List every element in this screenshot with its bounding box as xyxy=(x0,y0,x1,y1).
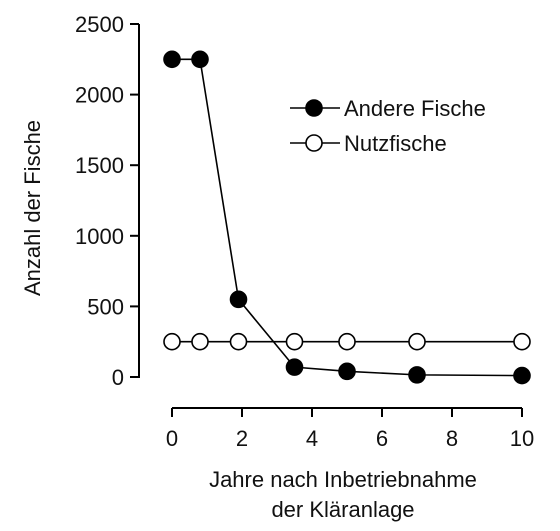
data-point-nutzfische xyxy=(229,332,248,351)
data-point-nutzfische xyxy=(285,332,304,351)
data-point-andere-fische xyxy=(408,366,426,384)
data-point-andere-fische xyxy=(163,50,181,69)
y-tick-label: 1500 xyxy=(75,153,124,178)
data-point-andere-fische xyxy=(285,358,304,376)
legend-label-andere-fische: Andere Fische xyxy=(344,96,486,121)
legend-entry-andere-fische: Andere Fische xyxy=(290,96,486,121)
x-tick-label: 2 xyxy=(236,426,248,451)
data-point-nutzfische xyxy=(191,332,209,351)
legend-marker-andere-fische xyxy=(305,99,323,117)
data-point-nutzfische xyxy=(163,332,181,351)
data-point-andere-fische xyxy=(338,362,356,381)
x-tick-label: 6 xyxy=(376,426,388,451)
x-axis-title-line-2: der Kläranlage xyxy=(271,497,414,522)
x-tick-label: 0 xyxy=(166,426,178,451)
legend-marker-nutzfische xyxy=(305,134,323,152)
y-tick-label: 500 xyxy=(87,294,124,319)
data-point-nutzfische xyxy=(513,332,531,351)
legend-label-nutzfische: Nutzfische xyxy=(344,131,447,156)
series-layer xyxy=(163,50,531,385)
y-axis-title: Anzahl der Fische xyxy=(20,120,45,296)
y-tick-label: 2000 xyxy=(75,83,124,108)
data-point-andere-fische xyxy=(229,290,248,309)
x-tick-label: 8 xyxy=(446,426,458,451)
x-axis-ticks: 0 2 4 6 8 10 xyxy=(166,408,534,451)
data-point-andere-fische xyxy=(191,50,209,69)
y-axis-ticks: 0 500 1000 1500 2000 2500 xyxy=(75,12,139,390)
y-tick-label: 0 xyxy=(112,365,124,390)
y-tick-label: 1000 xyxy=(75,224,124,249)
x-tick-label: 10 xyxy=(510,426,534,451)
legend: Andere Fische Nutzfische xyxy=(290,96,486,156)
data-point-andere-fische xyxy=(513,366,531,385)
data-point-nutzfische xyxy=(338,332,356,351)
legend-entry-nutzfische: Nutzfische xyxy=(290,131,447,156)
x-axis-title-line-1: Jahre nach Inbetriebnahme xyxy=(209,467,477,492)
x-tick-label: 4 xyxy=(306,426,318,451)
data-point-nutzfische xyxy=(408,332,426,351)
y-tick-label: 2500 xyxy=(75,12,124,37)
